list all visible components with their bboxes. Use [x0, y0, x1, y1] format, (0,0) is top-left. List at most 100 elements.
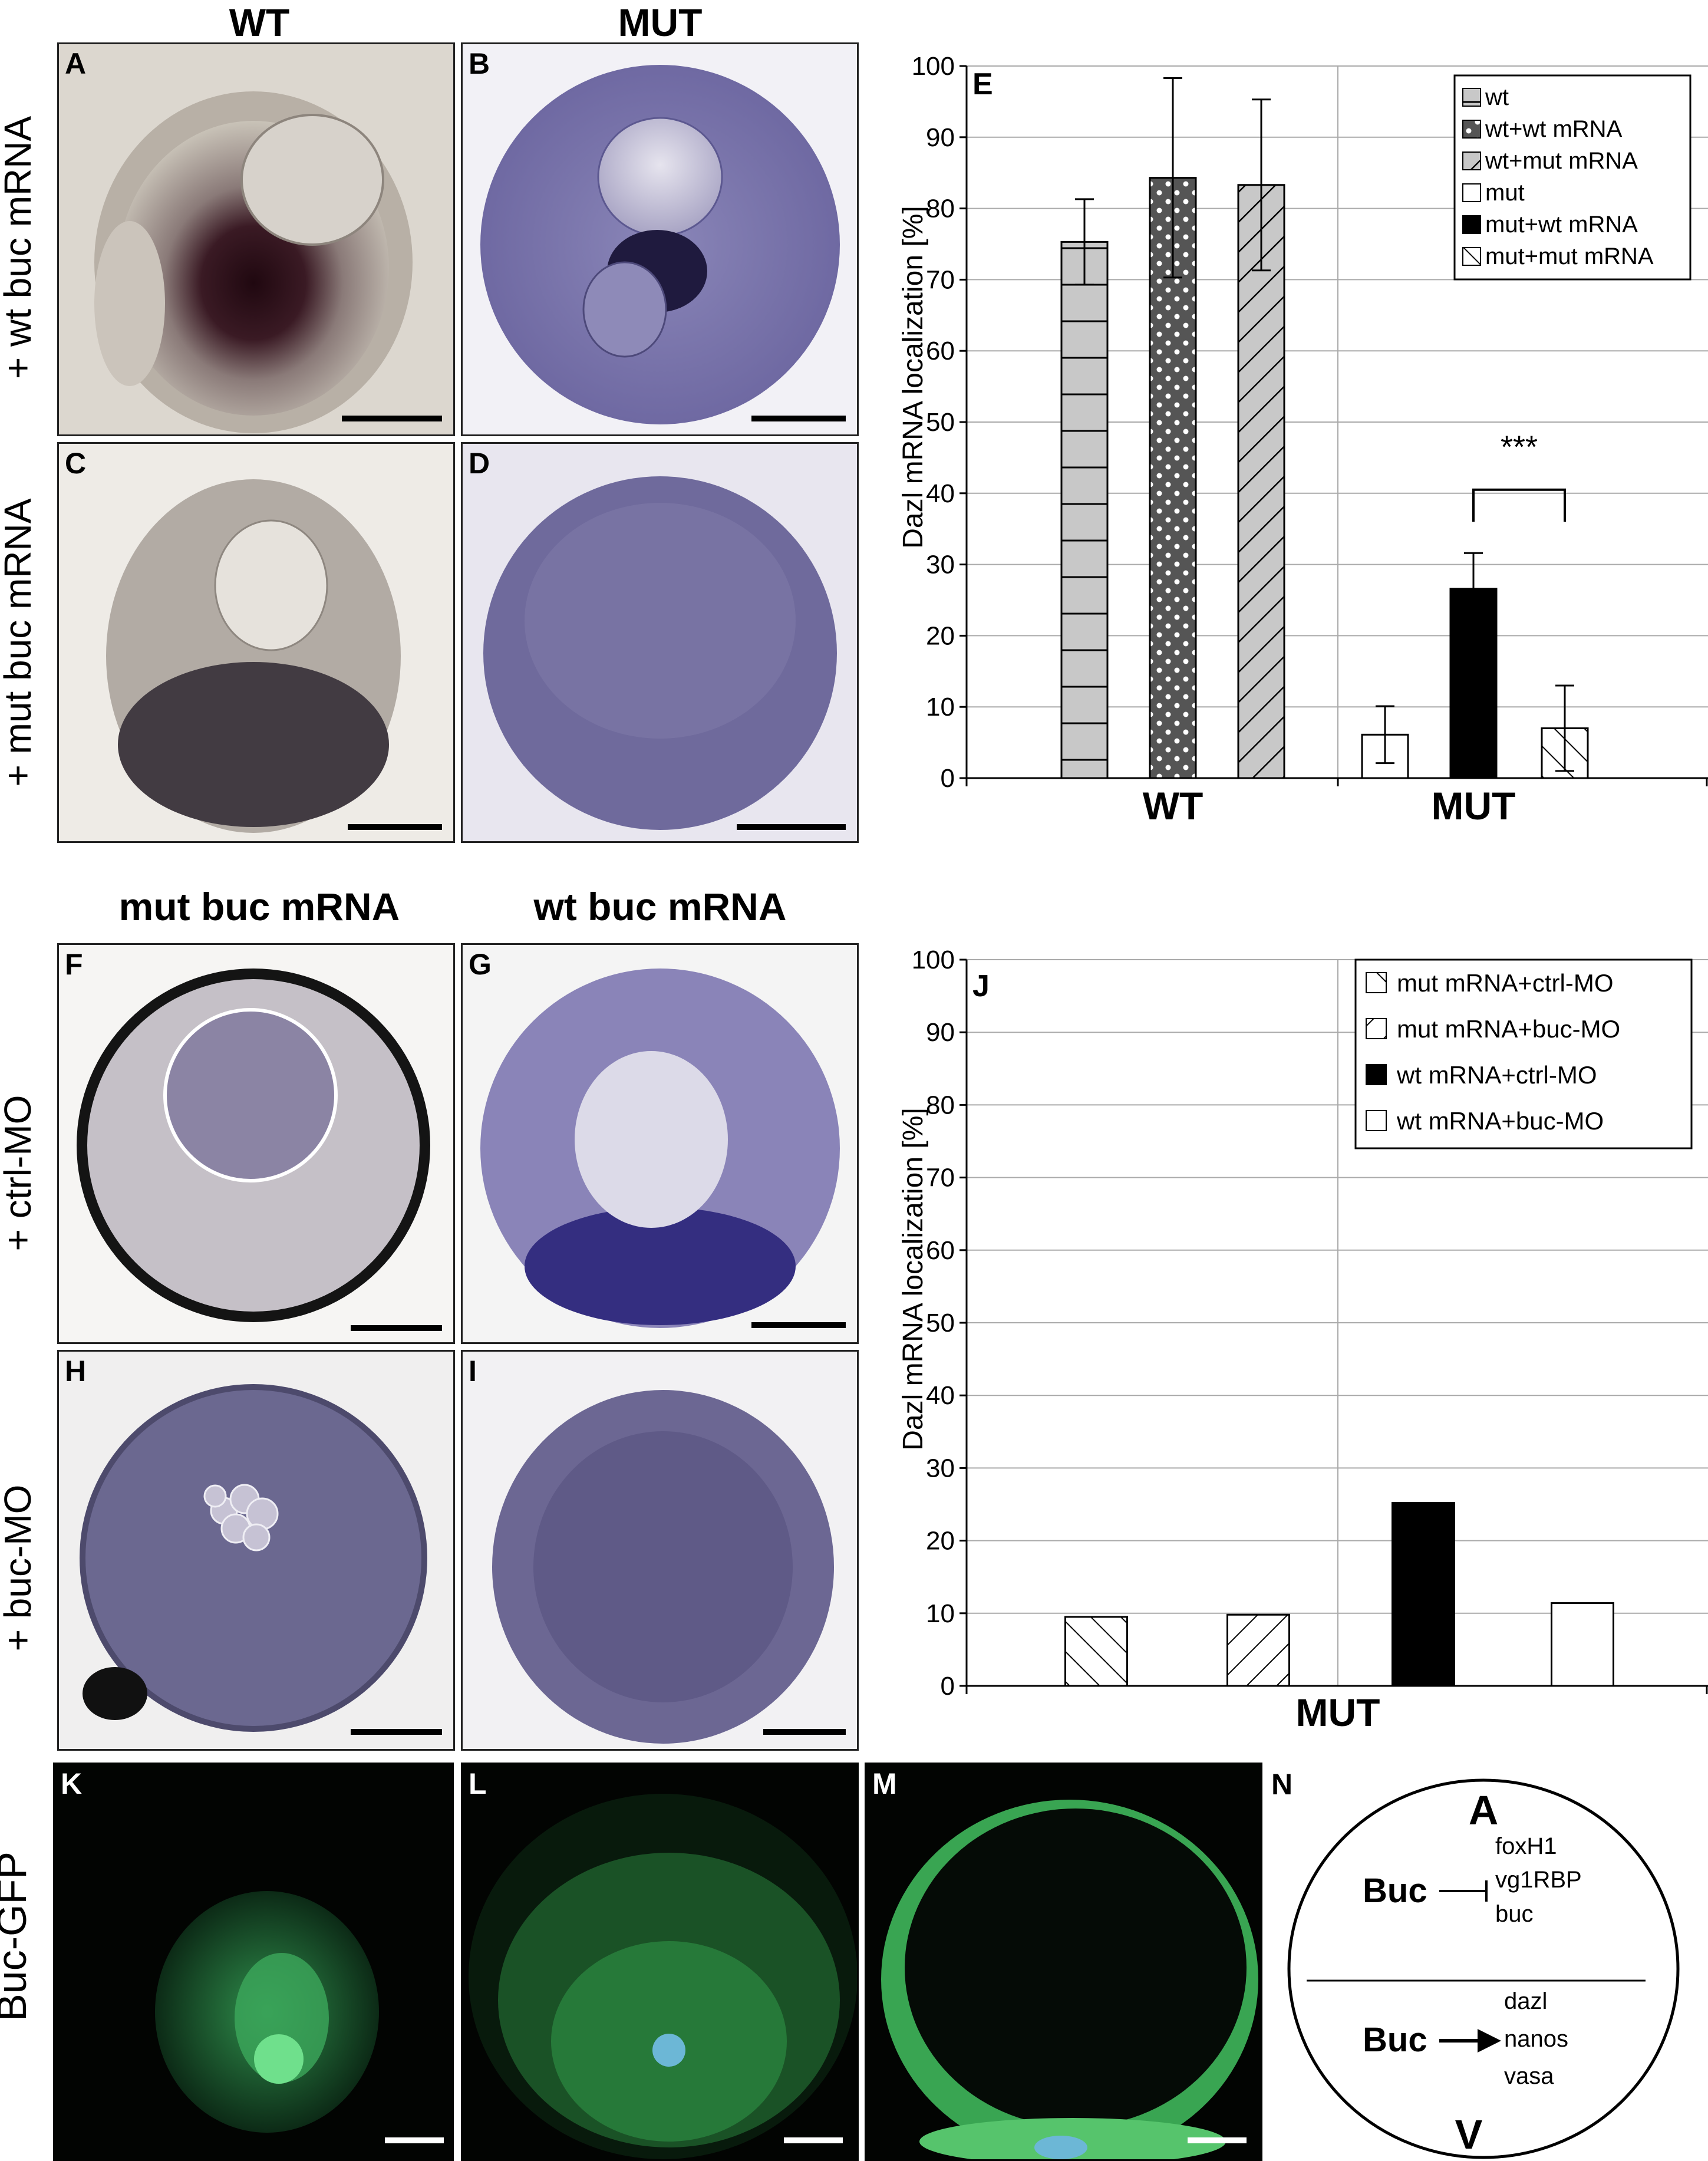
y-tick-label: 60: [926, 1236, 955, 1265]
y-tick-label: 30: [926, 1454, 955, 1483]
panel-letter-h: H: [65, 1355, 87, 1388]
scale-bar: [351, 1325, 442, 1331]
y-tick-label: 70: [926, 265, 955, 294]
legend-swatch: [1462, 247, 1481, 266]
panel-letter-e: E: [972, 67, 993, 101]
legend-label: wt+wt mRNA: [1485, 116, 1623, 142]
scale-bar: [784, 2137, 843, 2143]
oocyte-image-f: [77, 969, 430, 1322]
y-tick-label: 10: [926, 1599, 955, 1628]
column-header-wt: WT: [229, 1, 290, 44]
legend-swatch: [1462, 151, 1481, 170]
significance-bracket: ***: [1472, 429, 1566, 522]
oocyte-image-a: [94, 91, 413, 433]
y-tick-label: 40: [926, 479, 955, 508]
y-tick-label: 0: [941, 764, 955, 793]
buc-label-upper: Buc: [1363, 1872, 1427, 1910]
error-bars: [1075, 77, 1574, 772]
oocyte-image-h: [80, 1384, 427, 1732]
oocyte-image-d: [483, 476, 837, 830]
bar-wt-mrna-ctrl-mo: [1392, 1502, 1455, 1687]
y-tick-label: 80: [926, 1091, 955, 1119]
fluorescence-panel-m: M: [865, 1763, 1262, 2161]
y-tick-label: 100: [912, 52, 955, 81]
y-tick-label: 90: [926, 123, 955, 152]
y-axis-label: Dazl mRNA localization [%]: [898, 1108, 929, 1451]
scale-bar: [385, 2137, 444, 2143]
animal-pole-label: A: [1469, 1787, 1499, 1833]
legend-label: wt mRNA+ctrl-MO: [1396, 1061, 1597, 1089]
y-tick-label: 70: [926, 1164, 955, 1192]
legend-swatch: [1366, 1064, 1387, 1085]
legend-label: mut: [1485, 180, 1525, 206]
fluorescence-panel-k: K: [53, 1763, 454, 2161]
target-buc: buc: [1495, 1901, 1534, 1927]
target-nanos: nanos: [1504, 2026, 1568, 2052]
scale-bar: [348, 824, 442, 830]
column-header-mut-buc-mrna: mut buc mRNA: [118, 885, 400, 928]
row-label-buc-mo: + buc-MO: [0, 1484, 39, 1652]
scale-bar: [751, 1322, 846, 1328]
model-diagram-n: N A V Buc foxH1 vg1RBP buc Buc dazl nano…: [1268, 1763, 1708, 2161]
legend-swatch: [1366, 972, 1387, 993]
bar-mut-mrna-ctrl-mo: [1064, 1616, 1128, 1687]
oocyte-image-c: [106, 479, 401, 833]
row-label-wt-buc-mrna: + wt buc mRNA: [0, 116, 39, 380]
y-tick-labels: 0 10 20 30 40 50 60 70 80 90 100: [912, 52, 955, 793]
panel-letter-d: D: [469, 447, 490, 480]
panel-letter-g: G: [469, 948, 492, 981]
group-label-mut: MUT: [1432, 784, 1516, 828]
y-tick-labels: 0 10 20 30 40 50 60 70 80 90 100: [912, 949, 955, 1701]
bar-mut: [1361, 733, 1409, 779]
fluorescence-panel-l: L: [461, 1763, 859, 2161]
panel-letter-c: C: [65, 447, 87, 480]
micrograph-panel-c: C: [57, 442, 455, 843]
y-tick-label: 20: [926, 1527, 955, 1556]
column-header-mut: MUT: [618, 1, 703, 44]
bar-wt-mut-mrna: [1237, 184, 1285, 779]
legend-label: mut mRNA+buc-MO: [1397, 1015, 1620, 1043]
legend-label: wt+mut mRNA: [1485, 148, 1638, 174]
scale-bar: [1188, 2137, 1247, 2143]
micrograph-panel-d: D: [461, 442, 859, 843]
micrograph-panel-f: F: [57, 943, 455, 1344]
oocyte-image-g: [480, 969, 840, 1328]
oocyte-image-k: [155, 1891, 379, 2133]
panel-letter-b: B: [469, 47, 490, 80]
oocyte-outline: [1287, 1778, 1680, 2159]
buc-label-lower: Buc: [1363, 2021, 1427, 2059]
oocyte-image-m: [881, 1800, 1258, 2159]
y-tick-label: 0: [941, 1672, 955, 1701]
scale-bar: [351, 1729, 442, 1735]
micrograph-panel-b: B: [461, 42, 859, 436]
significance-stars: ***: [1501, 429, 1538, 465]
row-label-buc-gfp: Buc-GFP: [0, 1852, 35, 2021]
scale-bar: [342, 416, 442, 421]
legend-label: mut+mut mRNA: [1485, 243, 1654, 269]
panel-letter-f: F: [65, 948, 83, 981]
y-tick-label: 90: [926, 1018, 955, 1047]
oocyte-image-b: [480, 65, 840, 424]
y-tick-label: 50: [926, 1309, 955, 1338]
bar-wt: [1060, 241, 1109, 779]
micrograph-panel-g: G: [461, 943, 859, 1344]
legend-label: mut+wt mRNA: [1485, 212, 1638, 238]
panel-letter-n: N: [1271, 1768, 1293, 1801]
legend-swatch: [1462, 120, 1481, 139]
bars: [1064, 1502, 1614, 1687]
column-header-wt-buc-mrna: wt buc mRNA: [533, 885, 787, 928]
row-label-ctrl-mo: + ctrl-MO: [0, 1095, 39, 1251]
panel-letter-a: A: [65, 47, 87, 80]
legend-swatch: [1462, 88, 1481, 107]
legend-e: wt wt+wt mRNA wt+mut mRNA mut mut+wt mRNA mut…: [1453, 74, 1691, 281]
panel-letter-k: K: [61, 1767, 83, 1800]
row-label-mut-buc-mrna: + mut buc mRNA: [0, 498, 39, 787]
legend-j: mut mRNA+ctrl-MO mut mRNA+buc-MO wt mRNA+c…: [1354, 958, 1693, 1149]
y-tick-label: 100: [912, 949, 955, 974]
y-tick-label: 80: [926, 195, 955, 223]
oocyte-image-l: [469, 1794, 857, 2159]
bar-mut-mrna-buc-mo: [1226, 1613, 1290, 1687]
micrograph-panel-a: A: [57, 42, 455, 436]
scale-bar: [751, 416, 846, 421]
